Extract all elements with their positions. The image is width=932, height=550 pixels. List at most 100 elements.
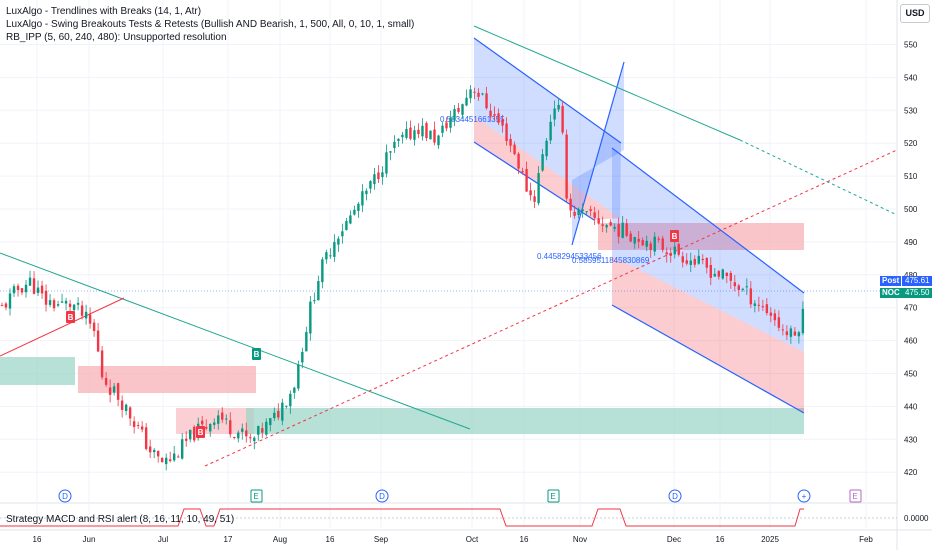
- candle-body: [317, 281, 320, 301]
- candle-body: [673, 246, 676, 255]
- candle-body: [753, 303, 757, 306]
- candle-body: [369, 181, 372, 189]
- candle-body: [156, 451, 160, 457]
- x-tick-label: Oct: [466, 535, 479, 544]
- legend-swing-breakouts[interactable]: LuxAlgo - Swing Breakouts Tests & Retest…: [6, 19, 415, 30]
- y-tick-label: 540: [904, 73, 918, 82]
- legend-trendlines[interactable]: LuxAlgo - Trendlines with Breaks (14, 1,…: [6, 6, 202, 17]
- y-tick-label: 430: [904, 435, 918, 444]
- candle-body: [713, 273, 716, 277]
- candle-body: [72, 304, 76, 311]
- candle-body: [32, 278, 36, 294]
- break-marker: [66, 311, 75, 323]
- candle-body: [605, 225, 608, 228]
- candle-body: [573, 211, 576, 216]
- event-badge-label: D: [672, 492, 678, 501]
- candle-body: [349, 215, 352, 224]
- add-event-badge: [797, 489, 811, 503]
- candle-body: [201, 420, 204, 425]
- candle-body: [617, 224, 620, 237]
- x-tick-label: Sep: [374, 535, 389, 544]
- candle-body: [429, 130, 432, 140]
- candle-body: [717, 271, 720, 277]
- candle-body: [225, 418, 228, 420]
- candle-body: [501, 119, 504, 126]
- candle-body: [705, 258, 708, 268]
- sub-indicator-label[interactable]: Strategy MACD and RSI alert (8, 16, 11, …: [6, 514, 235, 525]
- candle-body: [124, 404, 128, 411]
- candle-body: [653, 236, 656, 252]
- candle-body: [609, 222, 612, 226]
- candle-body: [104, 378, 108, 385]
- earnings-badge: [250, 489, 263, 503]
- symbol-value: 475.50: [902, 288, 932, 298]
- candle-body: [56, 304, 60, 306]
- candle-body: [233, 436, 236, 438]
- y-tick-label: 420: [904, 468, 918, 477]
- candle-body: [737, 285, 741, 290]
- candle-body: [337, 238, 340, 245]
- candle-body: [629, 233, 632, 242]
- candle-body: [585, 211, 588, 213]
- candle-body: [88, 314, 92, 324]
- candle-body: [657, 238, 660, 240]
- supply-zone: [176, 408, 254, 434]
- candle-body: [36, 287, 40, 293]
- candle-body: [353, 209, 356, 215]
- candle-body: [581, 209, 584, 212]
- candle-body: [621, 222, 624, 238]
- candle-body: [309, 301, 312, 334]
- sub-value-label: 0.0000: [904, 514, 929, 523]
- candle-body: [112, 386, 116, 393]
- candle-body: [168, 459, 172, 462]
- candle-body: [441, 125, 444, 133]
- candle-body: [293, 387, 296, 393]
- event-badge-label: E: [253, 492, 258, 501]
- x-tick-label: 16: [520, 535, 529, 544]
- candle-body: [469, 89, 472, 99]
- candle-body: [557, 104, 560, 110]
- y-tick-label: 490: [904, 238, 918, 247]
- demand-zone: [0, 357, 75, 385]
- candle-body: [417, 129, 420, 135]
- candle-body: [393, 141, 396, 148]
- y-tick-label: 500: [904, 205, 918, 214]
- fib-level-label: 0.5859511845830869: [572, 256, 650, 265]
- legend-rb-ipp[interactable]: RB_IPP (5, 60, 240, 480): Unsupported re…: [6, 32, 227, 43]
- candle-body: [569, 198, 572, 211]
- candle-body: [297, 364, 300, 389]
- trendline-bearish: [473, 25, 741, 141]
- candle-body: [541, 154, 544, 171]
- candle-body: [76, 302, 80, 305]
- candle-body: [661, 238, 664, 250]
- candle-body: [96, 330, 100, 352]
- sub-indicator-line: [0, 508, 804, 527]
- channel-upper: [612, 148, 804, 352]
- candle-body: [669, 253, 672, 256]
- candle-body: [229, 420, 232, 435]
- candle-body: [172, 453, 176, 461]
- candle-body: [397, 138, 400, 141]
- break-marker: [670, 230, 679, 242]
- candle-body: [381, 172, 384, 178]
- candle-body: [100, 350, 104, 378]
- candle-body: [116, 383, 120, 400]
- candle-body: [445, 122, 448, 129]
- y-tick-label: 530: [904, 106, 918, 115]
- candle-body: [148, 446, 152, 453]
- candle-body: [289, 393, 292, 407]
- dividend-badge: [668, 489, 682, 503]
- channel-edge: [611, 147, 805, 294]
- candle-body: [765, 304, 769, 314]
- candle-body: [377, 172, 380, 180]
- candle-body: [685, 260, 688, 264]
- candle-body: [209, 423, 212, 432]
- candle-body: [305, 331, 308, 352]
- channel-edge: [473, 141, 595, 221]
- candle-body: [433, 129, 436, 143]
- currency-button[interactable]: USD: [900, 4, 930, 23]
- candle-body: [577, 209, 580, 216]
- candle-body: [593, 212, 596, 218]
- candle-body: [437, 135, 440, 146]
